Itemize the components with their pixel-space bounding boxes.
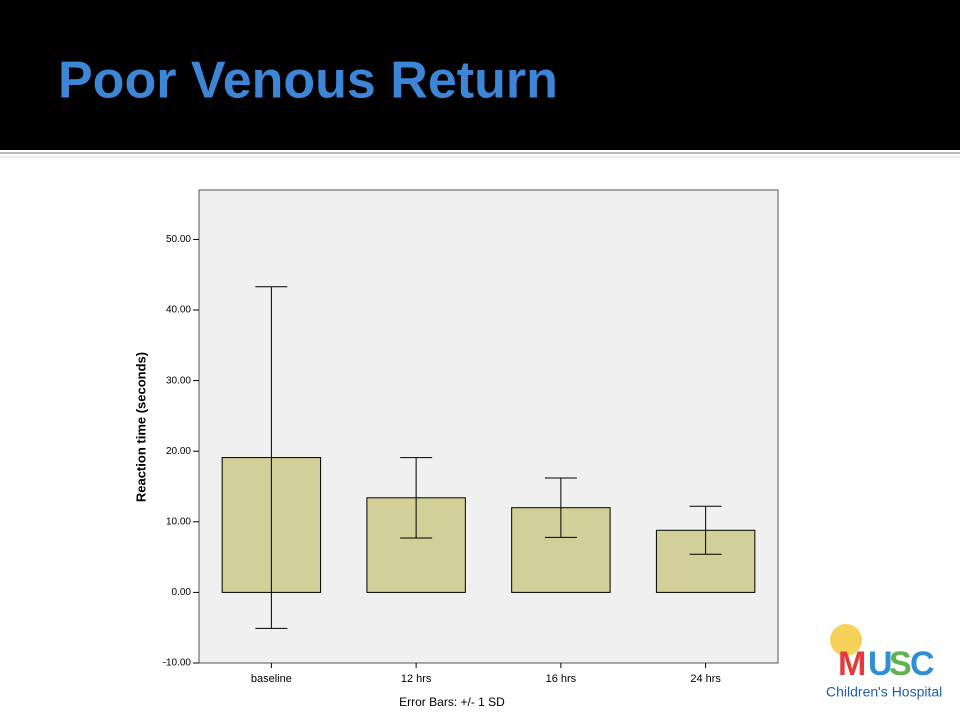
x-tick-label: baseline — [251, 673, 292, 685]
x-tick-label: 16 hrs — [546, 673, 577, 685]
logo-letter: U — [868, 645, 893, 683]
logo-letter: C — [910, 645, 935, 683]
y-tick-label: -10.00 — [163, 658, 192, 669]
logo: M U S C Children's Hospital — [826, 624, 942, 700]
y-axis-label: Reaction time (seconds) — [133, 352, 148, 502]
y-tick-label: 20.00 — [166, 446, 191, 457]
slide-title: Poor Venous Return — [58, 52, 558, 110]
logo-letter: M — [838, 645, 866, 683]
logo-letter: S — [889, 645, 912, 683]
y-tick-label: 10.00 — [166, 516, 191, 527]
logo-face — [830, 624, 862, 656]
y-tick-label: 40.00 — [166, 305, 191, 316]
error-bar-note: Error Bars: +/- 1 SD — [399, 695, 505, 709]
header-band — [0, 0, 960, 150]
y-tick-label: 50.00 — [166, 234, 191, 245]
x-tick-label: 12 hrs — [401, 673, 432, 685]
y-tick-label: 0.00 — [172, 587, 192, 598]
x-tick-label: 24 hrs — [690, 673, 721, 685]
logo-subtitle: Children's Hospital — [826, 684, 942, 700]
y-tick-label: 30.00 — [166, 375, 191, 386]
